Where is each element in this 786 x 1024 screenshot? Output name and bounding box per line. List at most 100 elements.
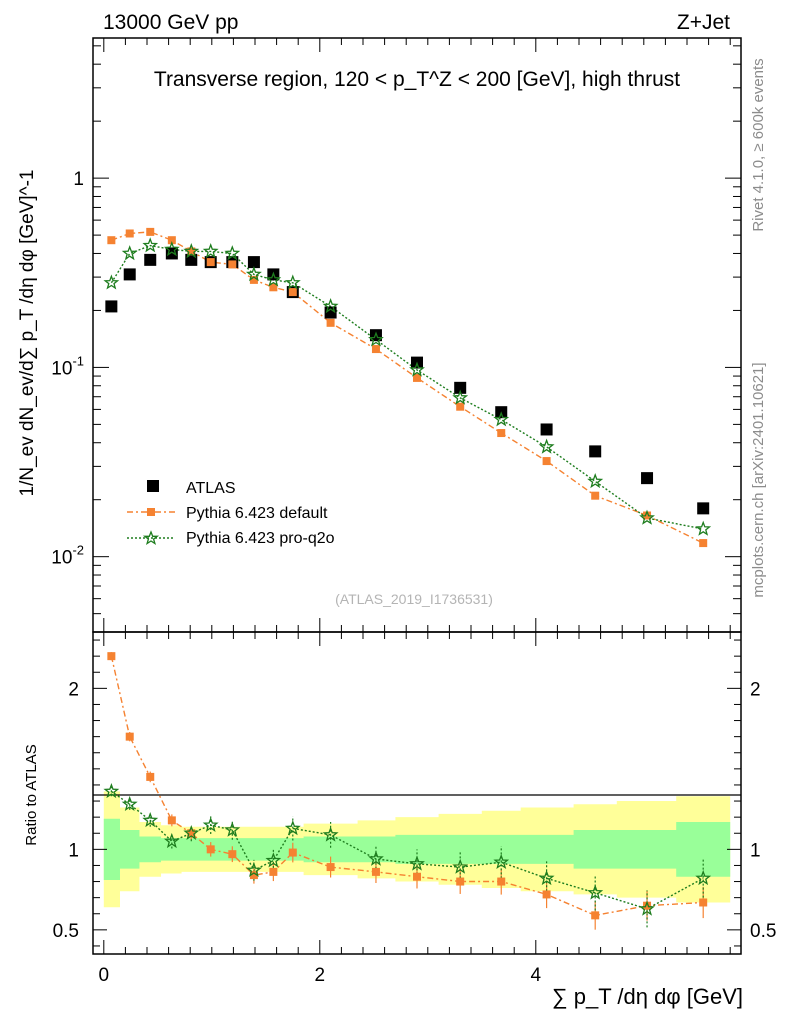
legend-default-marker xyxy=(147,508,155,516)
proq2o-point xyxy=(452,389,469,405)
proq2o-ratio-point xyxy=(452,858,469,874)
process-label: Z+Jet xyxy=(677,11,730,34)
proq2o-ratio-point xyxy=(142,812,159,828)
ratio-panel: 0 2 4 2 2 1 1 0.5 0.5 xyxy=(53,631,776,986)
main-panel: 1 10-1 10-2 xyxy=(51,37,742,633)
proq2o-series-line xyxy=(110,244,704,530)
proq2o-ratio-point xyxy=(322,826,339,842)
proq2o-ratio-point xyxy=(224,821,241,837)
default-ratio-point xyxy=(206,845,215,854)
proq2o-point xyxy=(538,438,555,454)
default-point xyxy=(326,318,335,327)
x-axis-label: ∑ p_T /dη dφ [GeV] xyxy=(552,984,743,1009)
y-tick-label: 10-2 xyxy=(51,543,84,569)
legend: ATLAS Pythia 6.423 default Pythia 6.423 … xyxy=(127,480,335,547)
proq2o-ratio-point xyxy=(587,884,604,900)
default-point xyxy=(699,539,708,548)
default-point xyxy=(228,260,237,269)
proq2o-ratio-point xyxy=(202,816,219,833)
default-point xyxy=(371,345,380,354)
ratio-y-tick-label: 1 xyxy=(68,840,79,861)
legend-default-label: Pythia 6.423 default xyxy=(186,505,328,522)
proq2o-point xyxy=(265,271,282,287)
proq2o-point xyxy=(163,241,180,257)
proq2o-point xyxy=(368,331,384,347)
proq2o-point xyxy=(224,245,241,261)
main-y-axis-label: 1/N_ev dN_ev/d∑ p_T /dη dφ [GeV]^-1 xyxy=(17,170,38,497)
default-ratio-point xyxy=(269,867,278,876)
ratio-y-tick-label-right: 0.5 xyxy=(750,921,776,942)
proq2o-point xyxy=(639,509,655,525)
default-ratio-point xyxy=(497,877,506,886)
source-label: mcplots.cern.ch [arXiv:2401.10621] xyxy=(750,362,767,597)
default-ratio-point xyxy=(542,890,551,899)
ratio-y-tick-label-right: 1 xyxy=(750,840,761,861)
default-point xyxy=(591,491,600,500)
default-point xyxy=(288,288,297,297)
default-point xyxy=(206,258,215,267)
proq2o-point xyxy=(245,266,262,282)
legend-proq2o-marker xyxy=(142,530,160,545)
energy-label: 13000 GeV pp xyxy=(103,11,238,34)
proq2o-point xyxy=(493,411,510,427)
ratio-y-tick-label: 2 xyxy=(68,679,79,700)
proq2o-point xyxy=(409,361,425,377)
atlas-point xyxy=(454,381,467,394)
legend-proq2o-label: Pythia 6.423 pro-q2o xyxy=(186,530,335,547)
proq2o-point xyxy=(587,473,604,489)
atlas-point xyxy=(540,423,553,436)
atlas-point xyxy=(247,256,260,269)
default-ratio-point xyxy=(228,850,237,859)
proq2o-ratio-point xyxy=(245,861,262,877)
default-point xyxy=(187,247,196,256)
atlas-point xyxy=(641,472,654,485)
default-ratio-point xyxy=(371,867,380,876)
default-point xyxy=(146,227,155,236)
atlas-point xyxy=(589,445,602,458)
proq2o-ratio-point xyxy=(284,820,301,836)
default-point xyxy=(269,283,278,292)
default-ratio-point xyxy=(125,732,134,741)
default-ratio-point xyxy=(591,911,600,920)
proq2o-ratio-point xyxy=(265,852,282,868)
default-point xyxy=(542,457,551,466)
default-ratio-point xyxy=(413,872,421,881)
plot-title: Transverse region, 120 < p_T^Z < 200 [Ge… xyxy=(154,68,680,91)
proq2o-ratio-point xyxy=(409,855,425,871)
atlas-point xyxy=(144,253,157,266)
default-point xyxy=(456,402,465,411)
proq2o-point xyxy=(183,243,200,259)
proq2o-point xyxy=(284,274,301,290)
default-ratio-point xyxy=(288,848,297,857)
legend-atlas-label: ATLAS xyxy=(186,480,236,497)
x-tick-label: 2 xyxy=(315,965,326,986)
default-ratio-point xyxy=(107,652,116,661)
default-ratio-point xyxy=(699,898,708,907)
default-point xyxy=(249,275,258,284)
x-tick-label: 4 xyxy=(531,965,542,986)
default-point xyxy=(413,373,421,382)
default-point xyxy=(643,511,652,520)
y-tick-label: 10-1 xyxy=(51,353,84,379)
proq2o-point xyxy=(202,243,219,259)
proq2o-point xyxy=(121,245,138,261)
proq2o-ratio-point xyxy=(368,850,384,866)
default-ratio-point xyxy=(249,871,258,880)
default-point xyxy=(125,229,134,238)
ratio-frame xyxy=(92,631,742,955)
rivet-version-label: Rivet 4.1.0, ≥ 600k events xyxy=(750,58,767,231)
ratio-y-tick-label-right: 2 xyxy=(750,679,761,700)
atlas-point xyxy=(123,268,136,281)
proq2o-point xyxy=(103,274,120,290)
default-ratio-point xyxy=(167,816,176,825)
proq2o-ratio-point xyxy=(163,832,180,849)
y-tick-label: 1 xyxy=(73,169,84,190)
default-ratio-point xyxy=(643,901,652,910)
proq2o-ratio-point xyxy=(493,853,510,869)
analysis-watermark: (ATLAS_2019_I1736531) xyxy=(335,591,493,607)
proq2o-ratio-point xyxy=(695,869,712,886)
atlas-point xyxy=(697,502,710,515)
proq2o-ratio-point xyxy=(183,824,200,840)
atlas-point xyxy=(105,300,118,313)
